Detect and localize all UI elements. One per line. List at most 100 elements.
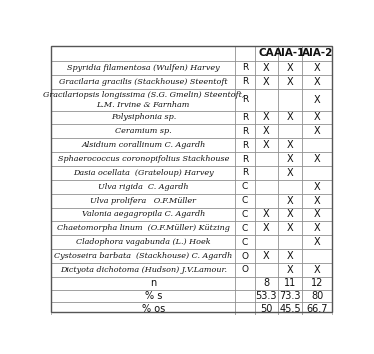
Bar: [255, 138, 278, 152]
Text: Spyridia filamentosa (Wulfen) Harvey: Spyridia filamentosa (Wulfen) Harvey: [67, 64, 220, 72]
Bar: [303, 180, 332, 194]
Text: X: X: [263, 223, 270, 233]
Bar: [278, 207, 303, 221]
Bar: [303, 124, 332, 138]
Text: X: X: [263, 77, 270, 87]
Bar: [255, 61, 278, 75]
Text: O: O: [242, 266, 249, 274]
Text: R: R: [242, 95, 248, 104]
Text: R: R: [242, 127, 248, 136]
Text: Gracilaria gracilis (Stackhouse) Steentoft: Gracilaria gracilis (Stackhouse) Steento…: [59, 78, 228, 86]
Text: C: C: [242, 210, 248, 219]
Bar: [278, 249, 303, 263]
Text: % s: % s: [145, 291, 162, 301]
Bar: [51, 235, 235, 249]
Bar: [235, 249, 255, 263]
Text: 73.3: 73.3: [279, 291, 301, 301]
Text: R: R: [242, 113, 248, 122]
Text: % os: % os: [142, 304, 165, 314]
Bar: [235, 61, 255, 75]
Bar: [303, 152, 332, 166]
Text: Alsidium corallinum C. Agardh: Alsidium corallinum C. Agardh: [81, 141, 205, 149]
Bar: [51, 207, 235, 221]
Text: Ceramium sp.: Ceramium sp.: [115, 127, 172, 135]
Bar: [278, 89, 303, 110]
Bar: [235, 302, 255, 315]
Bar: [255, 249, 278, 263]
Text: R: R: [242, 63, 248, 73]
Bar: [255, 290, 278, 302]
Bar: [278, 235, 303, 249]
Bar: [255, 166, 278, 180]
Text: X: X: [314, 223, 321, 233]
Text: X: X: [314, 237, 321, 247]
Bar: [255, 75, 278, 89]
Bar: [51, 124, 235, 138]
Bar: [278, 166, 303, 180]
Text: X: X: [263, 210, 270, 219]
Bar: [51, 277, 235, 290]
Text: Cladophora vagabunda (L.) Hoek: Cladophora vagabunda (L.) Hoek: [76, 238, 211, 246]
Bar: [303, 235, 332, 249]
Bar: [51, 138, 235, 152]
Bar: [235, 290, 255, 302]
Bar: [278, 263, 303, 277]
Text: Sphaerococcus coronopifolius Stackhouse: Sphaerococcus coronopifolius Stackhouse: [58, 155, 229, 163]
Bar: [278, 302, 303, 315]
Text: C: C: [242, 238, 248, 247]
Text: AIA-1: AIA-1: [274, 48, 306, 58]
Bar: [255, 89, 278, 110]
Text: R: R: [242, 77, 248, 86]
Text: R: R: [242, 141, 248, 150]
Bar: [235, 152, 255, 166]
Text: 11: 11: [284, 278, 296, 288]
Bar: [255, 180, 278, 194]
Text: X: X: [287, 265, 293, 275]
Text: X: X: [263, 251, 270, 261]
Bar: [278, 75, 303, 89]
Text: X: X: [314, 113, 321, 122]
Bar: [255, 302, 278, 315]
Bar: [51, 221, 235, 235]
Bar: [235, 235, 255, 249]
Bar: [51, 89, 235, 110]
Text: C: C: [242, 182, 248, 191]
Text: Dictyota dichotoma (Hudson) J.V.Lamour.: Dictyota dichotoma (Hudson) J.V.Lamour.: [60, 266, 227, 274]
Bar: [303, 249, 332, 263]
Bar: [235, 277, 255, 290]
Bar: [235, 89, 255, 110]
Text: Ulva rigida  C. Agardh: Ulva rigida C. Agardh: [98, 183, 188, 191]
Text: 8: 8: [263, 278, 269, 288]
Bar: [235, 207, 255, 221]
Text: X: X: [314, 63, 321, 73]
Bar: [278, 138, 303, 152]
Text: R: R: [242, 169, 248, 177]
Bar: [278, 152, 303, 166]
Text: X: X: [287, 113, 293, 122]
Bar: [303, 110, 332, 124]
Text: X: X: [287, 251, 293, 261]
Text: n: n: [150, 278, 156, 288]
Text: C: C: [242, 196, 248, 205]
Bar: [51, 75, 235, 89]
Bar: [303, 138, 332, 152]
Bar: [235, 46, 255, 61]
Bar: [235, 138, 255, 152]
Bar: [255, 263, 278, 277]
Text: Gracilariopsis longissima (S.G. Gmelin) Steentoft,
L.M. Irvine & Farnham: Gracilariopsis longissima (S.G. Gmelin) …: [43, 91, 244, 109]
Text: X: X: [287, 154, 293, 164]
Bar: [303, 290, 332, 302]
Text: X: X: [287, 196, 293, 206]
Text: 53.3: 53.3: [255, 291, 277, 301]
Text: X: X: [314, 182, 321, 192]
Bar: [51, 302, 235, 315]
Text: X: X: [287, 223, 293, 233]
Text: R: R: [242, 155, 248, 164]
Bar: [235, 194, 255, 207]
Text: X: X: [314, 77, 321, 87]
Bar: [235, 263, 255, 277]
Text: CA: CA: [258, 48, 274, 58]
Text: Cystoseira barbata  (Stackhouse) C. Agardh: Cystoseira barbata (Stackhouse) C. Agard…: [54, 252, 232, 260]
Bar: [51, 180, 235, 194]
Bar: [303, 166, 332, 180]
